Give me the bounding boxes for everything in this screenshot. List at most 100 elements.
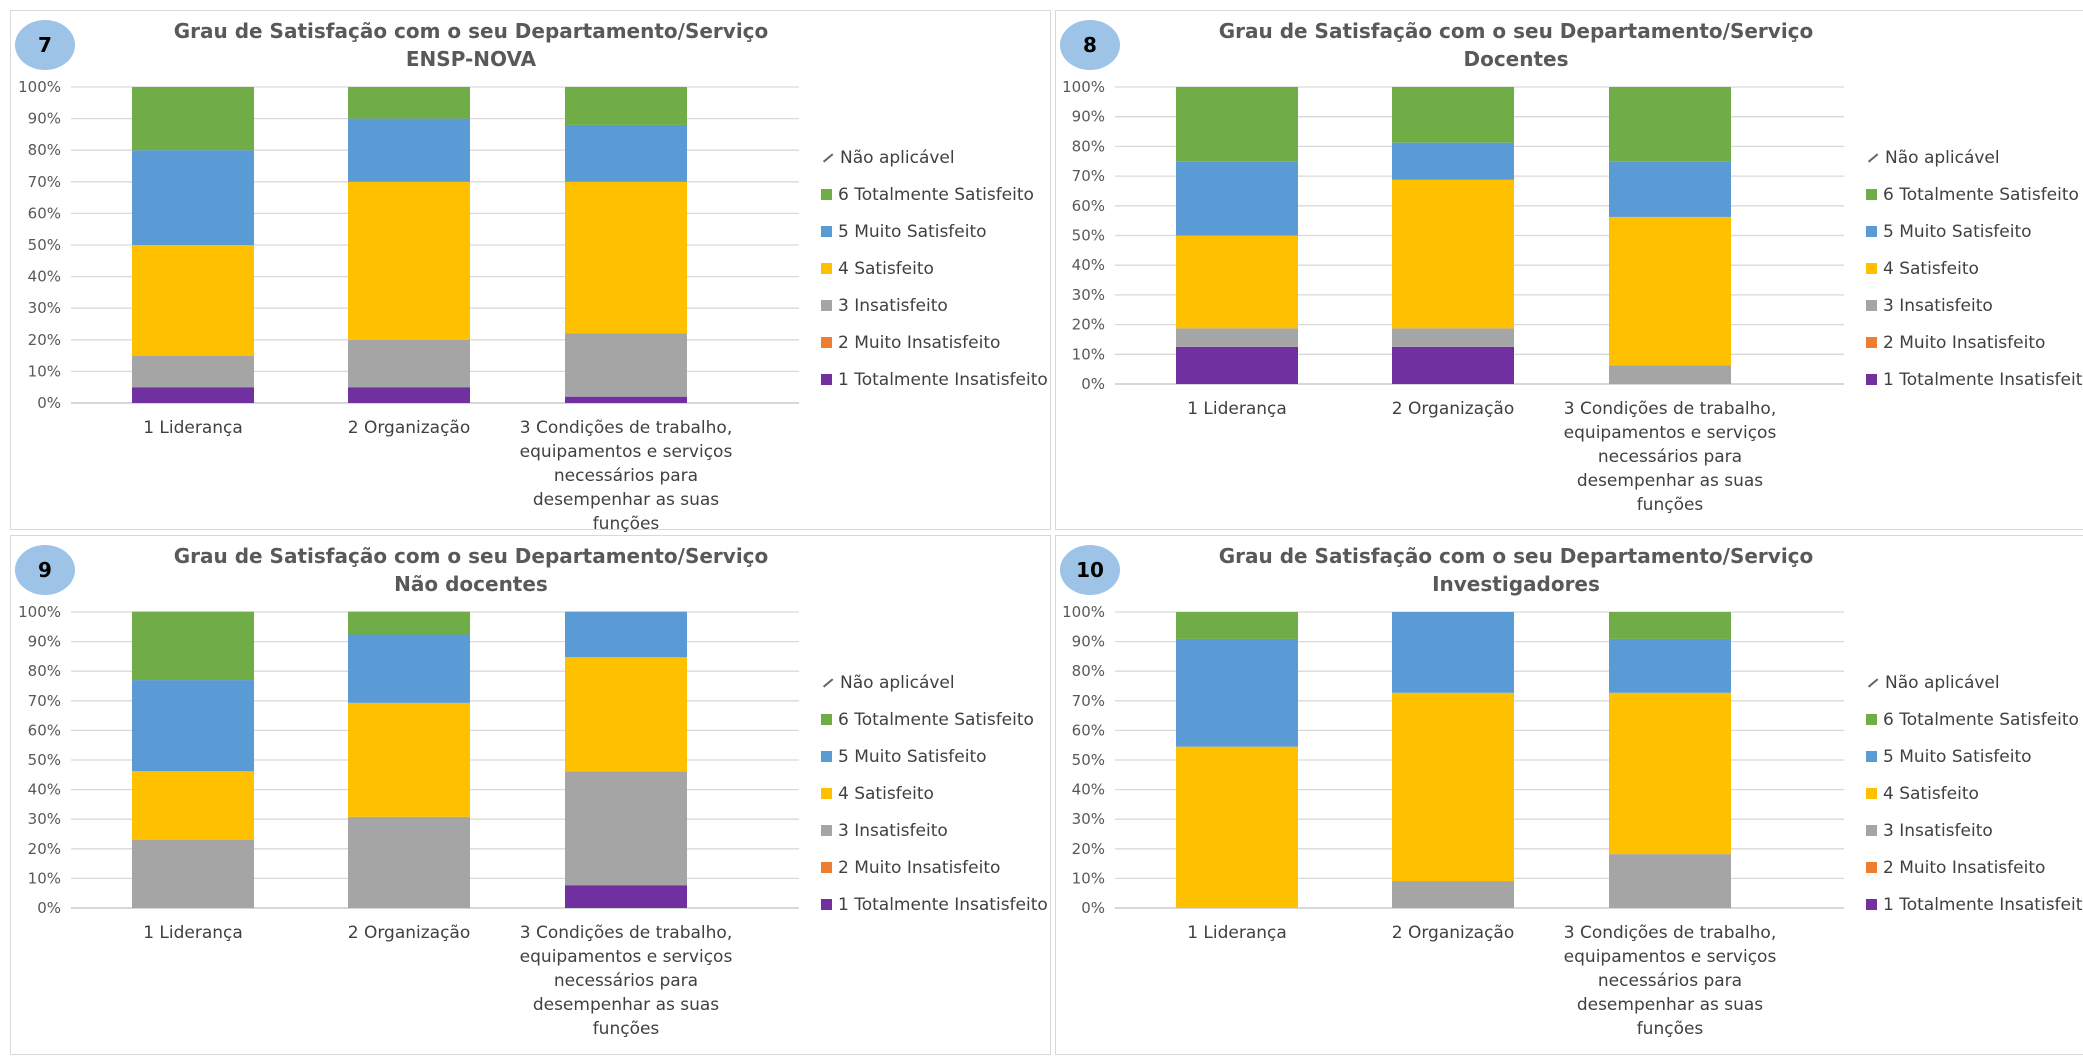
bar-segment-4-satisfeito — [1609, 692, 1731, 855]
bar-segment-3-insatisfeito — [1609, 854, 1731, 908]
y-tick-label: 90% — [28, 633, 61, 651]
y-tick-label: 10% — [1072, 345, 1105, 363]
y-tick-label: 90% — [1072, 108, 1105, 126]
legend-item-4-satisfeito: 4 Satisfeito — [1866, 250, 2083, 287]
bar-segment-6-totalmente-satisfeito — [1609, 87, 1731, 162]
y-tick-label: 20% — [28, 840, 61, 858]
legend-label: 1 Totalmente Insatisfeito — [838, 894, 1048, 915]
legend-item-6-totalmente-satisfeito: 6 Totalmente Satisfeito — [821, 176, 1048, 213]
legend-label: 2 Muito Insatisfeito — [838, 332, 1001, 353]
legend-swatch — [1866, 788, 1877, 799]
bar-segment-4-satisfeito — [1609, 216, 1731, 366]
x-category-label: 2 Organização — [1391, 923, 1515, 943]
legend-label: 1 Totalmente Insatisfeito — [1883, 369, 2083, 390]
bar-segment-6-totalmente-satisfeito — [1392, 87, 1514, 143]
y-tick-label: 20% — [1072, 316, 1105, 334]
legend-label: 3 Insatisfeito — [1883, 295, 1993, 316]
x-category-label: 1 Liderança — [143, 923, 243, 943]
bar-segment-3-insatisfeito — [1392, 328, 1514, 347]
bar-segment-1-totalmente-insatisfeito — [1392, 346, 1514, 384]
x-category-label: 1 Liderança — [143, 418, 243, 438]
chart-title: Grau de Satisfação com o seu Departament… — [173, 19, 769, 43]
y-tick-label: 30% — [1072, 286, 1105, 304]
legend-label: Não aplicável — [840, 672, 955, 693]
y-tick-label: 0% — [1081, 899, 1105, 917]
legend-label: 4 Satisfeito — [1883, 258, 1979, 279]
y-tick-label: 0% — [1081, 375, 1105, 393]
legend-item-4-satisfeito: 4 Satisfeito — [1866, 775, 2083, 812]
bar-segment-4-satisfeito — [565, 657, 687, 772]
y-tick-label: 30% — [1072, 810, 1105, 828]
y-tick-label: 10% — [28, 869, 61, 887]
legend-swatch — [821, 751, 832, 762]
stacked-bar-plot: 0% 10% 20% 30% 40% 50% 60% 70% 80% 90% 100% — [18, 603, 799, 917]
legend-item-4-satisfeito: 4 Satisfeito — [821, 250, 1048, 287]
y-tick-label: 60% — [28, 204, 61, 222]
chart-number-badge: 7 — [15, 20, 75, 70]
bar-segment-3-insatisfeito — [1176, 328, 1298, 347]
bar-segment-5-muito-satisfeito — [132, 680, 254, 772]
y-tick-label: 80% — [1072, 137, 1105, 155]
legend-item-5-muito-satisfeito: 5 Muito Satisfeito — [1866, 213, 2083, 250]
legend-swatch — [821, 899, 832, 910]
legend-label: 2 Muito Insatisfeito — [838, 857, 1001, 878]
legend-swatch — [821, 862, 832, 873]
bar-segment-3-insatisfeito — [132, 355, 254, 388]
legend-label: 3 Insatisfeito — [838, 295, 948, 316]
bar-segment-5-muito-satisfeito — [1176, 161, 1298, 236]
legend-item-1-totalmente-insatisfeito: 1 Totalmente Insatisfeito — [1866, 361, 2083, 398]
legend-item-2-muito-insatisfeito: 2 Muito Insatisfeito — [821, 324, 1048, 361]
chart-panel-7: 7 Grau de Satisfação com o seu Departame… — [10, 10, 1051, 534]
legend-label: 6 Totalmente Satisfeito — [838, 709, 1034, 730]
bar-segment-4-satisfeito — [1176, 235, 1298, 329]
legend-swatch — [1866, 374, 1877, 385]
bar-segment-3-insatisfeito — [1609, 365, 1731, 384]
legend-swatch — [1866, 337, 1877, 348]
legend-label: 5 Muito Satisfeito — [838, 746, 987, 767]
bar-segment-6-totalmente-satisfeito — [348, 611, 470, 635]
bar-segment-5-muito-satisfeito — [132, 150, 254, 245]
y-tick-label: 0% — [37, 394, 61, 412]
y-tick-label: 40% — [1072, 781, 1105, 799]
chart-panel-10: 10 Grau de Satisfação com o seu Departam… — [1055, 535, 2083, 1055]
chart-legend: Não aplicável 6 Totalmente Satisfeito 5 Mu… — [821, 664, 1048, 923]
bar-segment-5-muito-satisfeito — [348, 118, 470, 182]
bar-segment-4-satisfeito — [132, 245, 254, 356]
legend-label: 5 Muito Satisfeito — [1883, 221, 2032, 242]
bar-segment-5-muito-satisfeito — [1392, 142, 1514, 180]
legend-swatch — [821, 263, 832, 274]
x-category-label: 3 Condições de trabalho, equipamentos e … — [519, 923, 733, 1039]
bar-segment-4-satisfeito — [1392, 692, 1514, 882]
legend-swatch — [1866, 263, 1877, 274]
bar-segment-1-totalmente-insatisfeito — [348, 387, 470, 403]
x-category-label: 2 Organização — [347, 418, 471, 438]
legend-swatch — [821, 788, 832, 799]
legend-item-5-muito-satisfeito: 5 Muito Satisfeito — [821, 213, 1048, 250]
legend-swatch — [1866, 152, 1879, 163]
y-tick-label: 70% — [1072, 167, 1105, 185]
legend-item-4-satisfeito: 4 Satisfeito — [821, 775, 1048, 812]
legend-label: 2 Muito Insatisfeito — [1883, 857, 2046, 878]
legend-label: 5 Muito Satisfeito — [1883, 746, 2032, 767]
legend-swatch — [821, 374, 832, 385]
legend-item-1-totalmente-insatisfeito: 1 Totalmente Insatisfeito — [1866, 886, 2083, 923]
chart-subtitle: ENSP-NOVA — [405, 47, 537, 71]
y-tick-label: 100% — [18, 603, 61, 621]
legend-swatch — [1866, 862, 1877, 873]
legend-swatch — [821, 714, 832, 725]
bar-segment-5-muito-satisfeito — [1176, 638, 1298, 747]
legend-label: Não aplicável — [1885, 672, 2000, 693]
legend-swatch — [1866, 226, 1877, 237]
bar-segment-3-insatisfeito — [348, 339, 470, 388]
stacked-bar-plot: 0% 10% 20% 30% 40% 50% 60% 70% 80% 90% 100% — [1062, 78, 1844, 393]
y-tick-label: 100% — [18, 78, 61, 96]
bar-segment-1-totalmente-insatisfeito — [1176, 346, 1298, 384]
chart-number-badge: 9 — [15, 545, 75, 595]
legend-item-6-totalmente-satisfeito: 6 Totalmente Satisfeito — [1866, 701, 2083, 738]
legend-label: 1 Totalmente Insatisfeito — [1883, 894, 2083, 915]
bar-segment-4-satisfeito — [132, 771, 254, 840]
x-category-label: 2 Organização — [1391, 399, 1515, 419]
legend-swatch — [1866, 714, 1877, 725]
chart-legend: Não aplicável 6 Totalmente Satisfeito 5 Mu… — [821, 139, 1048, 398]
y-tick-label: 90% — [1072, 633, 1105, 651]
